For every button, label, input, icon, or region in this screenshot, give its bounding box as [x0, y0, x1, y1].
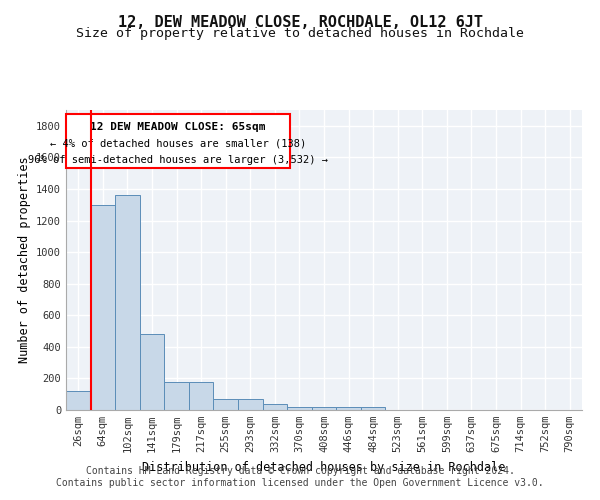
Bar: [91, 204, 115, 410]
Bar: [238, 399, 263, 410]
Bar: [140, 334, 164, 410]
Text: 96% of semi-detached houses are larger (3,532) →: 96% of semi-detached houses are larger (…: [28, 154, 328, 164]
Bar: [287, 406, 312, 410]
Text: 12, DEW MEADOW CLOSE, ROCHDALE, OL12 6JT: 12, DEW MEADOW CLOSE, ROCHDALE, OL12 6JT: [118, 15, 482, 30]
X-axis label: Distribution of detached houses by size in Rochdale: Distribution of detached houses by size …: [142, 460, 506, 473]
Text: ← 4% of detached houses are smaller (138): ← 4% of detached houses are smaller (138…: [50, 138, 306, 148]
Text: Contains HM Land Registry data © Crown copyright and database right 2024.: Contains HM Land Registry data © Crown c…: [86, 466, 514, 476]
Text: Size of property relative to detached houses in Rochdale: Size of property relative to detached ho…: [76, 28, 524, 40]
Bar: [189, 382, 214, 410]
Bar: [67, 114, 290, 168]
Bar: [214, 399, 238, 410]
Bar: [66, 391, 91, 410]
Bar: [361, 406, 385, 410]
Bar: [336, 407, 361, 410]
Bar: [263, 404, 287, 410]
Bar: [115, 196, 140, 410]
Bar: [312, 407, 336, 410]
Text: 12 DEW MEADOW CLOSE: 65sqm: 12 DEW MEADOW CLOSE: 65sqm: [90, 122, 266, 132]
Text: Contains public sector information licensed under the Open Government Licence v3: Contains public sector information licen…: [56, 478, 544, 488]
Y-axis label: Number of detached properties: Number of detached properties: [17, 156, 31, 364]
Bar: [164, 382, 189, 410]
